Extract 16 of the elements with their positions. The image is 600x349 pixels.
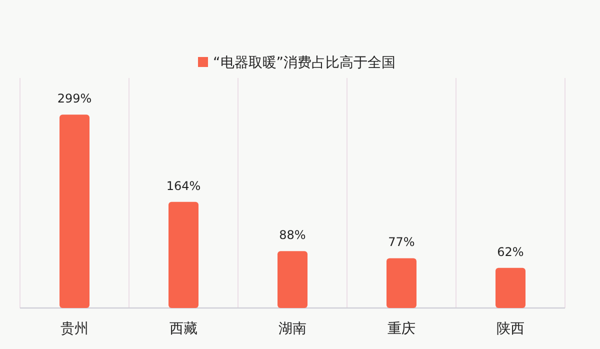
bar	[60, 114, 90, 308]
data-label: 62%	[497, 244, 524, 259]
data-label: 77%	[388, 235, 415, 250]
bar	[386, 258, 416, 308]
x-tick-label: 陕西	[496, 321, 524, 337]
bar	[496, 268, 526, 308]
x-tick-label: 西藏	[170, 321, 198, 337]
data-label: 164%	[166, 178, 201, 193]
x-tick-label: 贵州	[60, 321, 88, 337]
bar	[168, 202, 198, 308]
data-label: 88%	[279, 228, 306, 242]
data-label: 299%	[57, 92, 92, 106]
legend: “电器取暖”消费占比高于全国	[198, 55, 396, 71]
x-tick-label: 重庆	[388, 321, 416, 337]
bar	[278, 251, 308, 308]
x-tick-label: 湖南	[278, 321, 306, 337]
